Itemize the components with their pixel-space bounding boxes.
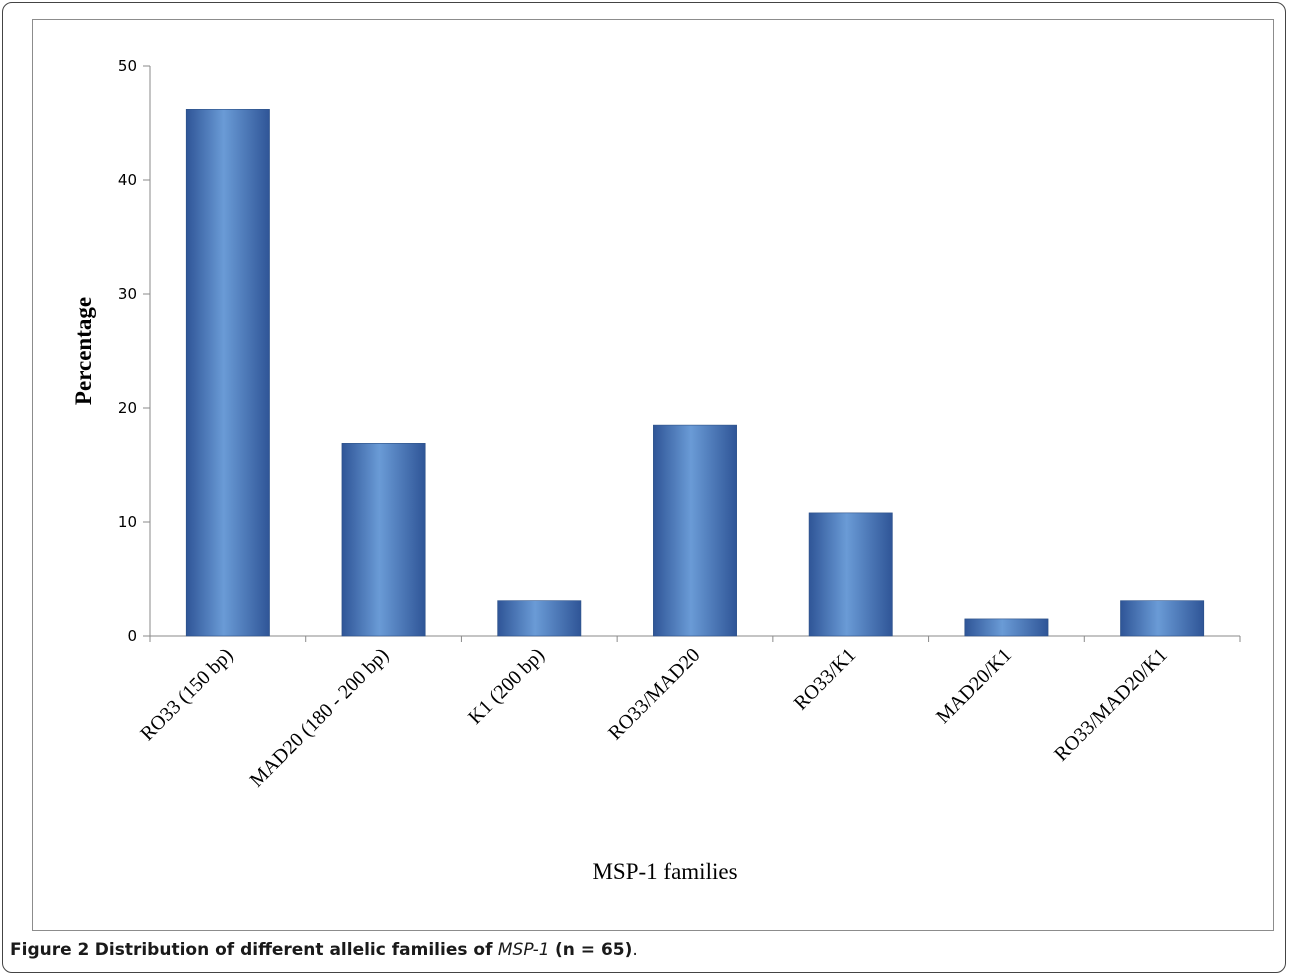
y-tick-label: 20 [118, 399, 137, 417]
y-axis-title: Percentage [71, 297, 96, 405]
y-tick-label: 50 [118, 57, 137, 75]
x-tick-label: K1 (200 bp) [464, 644, 549, 729]
x-axis-title: MSP-1 families [592, 859, 737, 884]
caption-text-after: (n = 65) [555, 940, 633, 960]
x-tick-label: MAD20 (180 - 200 bp) [246, 644, 394, 792]
category-labels: RO33 (150 bp) MAD20 (180 - 200 bp) K1 (200… [136, 644, 1171, 792]
bar [1120, 600, 1205, 637]
caption-text-before: Distribution of different allelic famili… [94, 940, 493, 960]
x-axis [149, 635, 1241, 642]
caption-end: . [632, 940, 638, 960]
bars [185, 109, 1205, 637]
bar [341, 443, 426, 637]
bar [653, 424, 737, 637]
bar [808, 512, 893, 637]
y-tick-label: 0 [127, 627, 137, 645]
bar [964, 618, 1049, 637]
y-axis: 0 10 20 30 40 50 [118, 57, 151, 645]
x-tick-label: RO33 (150 bp) [136, 644, 237, 745]
caption-gene: MSP-1 [497, 940, 550, 960]
x-tick-label: RO33/MAD20/K1 [1050, 644, 1172, 766]
y-tick-label: 30 [118, 285, 137, 303]
bar [185, 109, 270, 637]
x-tick-label: RO33/MAD20 [604, 644, 704, 744]
y-tick-label: 10 [118, 513, 137, 531]
x-tick-label: MAD20/K1 [932, 644, 1016, 728]
caption-label: Figure 2 [10, 940, 90, 960]
figure-caption: Figure 2 Distribution of different allel… [10, 940, 638, 960]
x-tick-label: RO33/K1 [790, 644, 861, 715]
y-tick-label: 40 [118, 171, 137, 189]
bar [497, 600, 582, 637]
